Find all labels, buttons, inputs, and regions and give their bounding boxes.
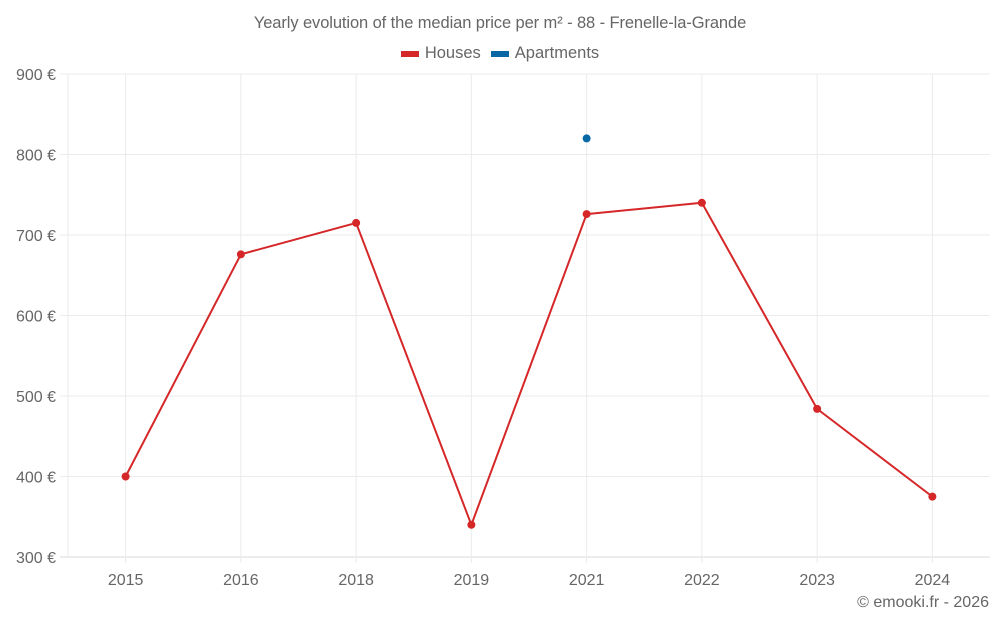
y-tick-label: 300 € [16,550,56,567]
copyright-credit: © emooki.fr - 2026 [857,594,989,611]
y-tick-label: 800 € [16,148,56,165]
legend-item-houses[interactable]: Houses [400,44,481,63]
data-series [121,134,937,529]
x-tick-label: 2024 [915,572,951,589]
grid-lines [60,73,990,563]
x-tick-label: 2019 [454,572,490,589]
chart-legend: Houses Apartments [0,44,1000,63]
x-tick-label: 2021 [569,572,605,589]
houses-data-point[interactable] [352,218,361,227]
houses-data-point[interactable] [813,404,822,413]
apartments-swatch-icon [490,50,509,57]
legend-label-apartments: Apartments [514,44,600,62]
x-tick-label: 2015 [108,572,144,589]
houses-data-point[interactable] [928,492,937,501]
y-tick-label: 900 € [16,67,56,84]
apartments-data-point[interactable] [582,134,591,143]
x-tick-label: 2022 [684,572,720,589]
y-tick-label: 400 € [16,470,56,487]
y-tick-label: 700 € [16,228,56,245]
houses-data-point[interactable] [697,198,706,207]
legend-label-houses: Houses [424,44,481,62]
houses-data-point[interactable] [236,250,245,259]
houses-data-point[interactable] [121,472,130,481]
y-tick-label: 600 € [16,309,56,326]
houses-line [124,201,933,526]
houses-data-point[interactable] [582,210,591,219]
y-axis: 300 € 400 € 500 € 600 € 700 € 800 € 900 € [16,67,56,567]
x-tick-label: 2016 [223,572,259,589]
x-axis: 2015 2016 2018 2019 2021 2022 2023 2024 [108,572,950,589]
legend-item-apartments[interactable]: Apartments [490,44,600,63]
houses-swatch-icon [400,50,419,57]
x-tick-label: 2018 [338,572,374,589]
houses-data-point[interactable] [467,520,476,529]
y-tick-label: 500 € [16,389,56,406]
x-tick-label: 2023 [799,572,835,589]
chart-title: Yearly evolution of the median price per… [253,14,747,32]
